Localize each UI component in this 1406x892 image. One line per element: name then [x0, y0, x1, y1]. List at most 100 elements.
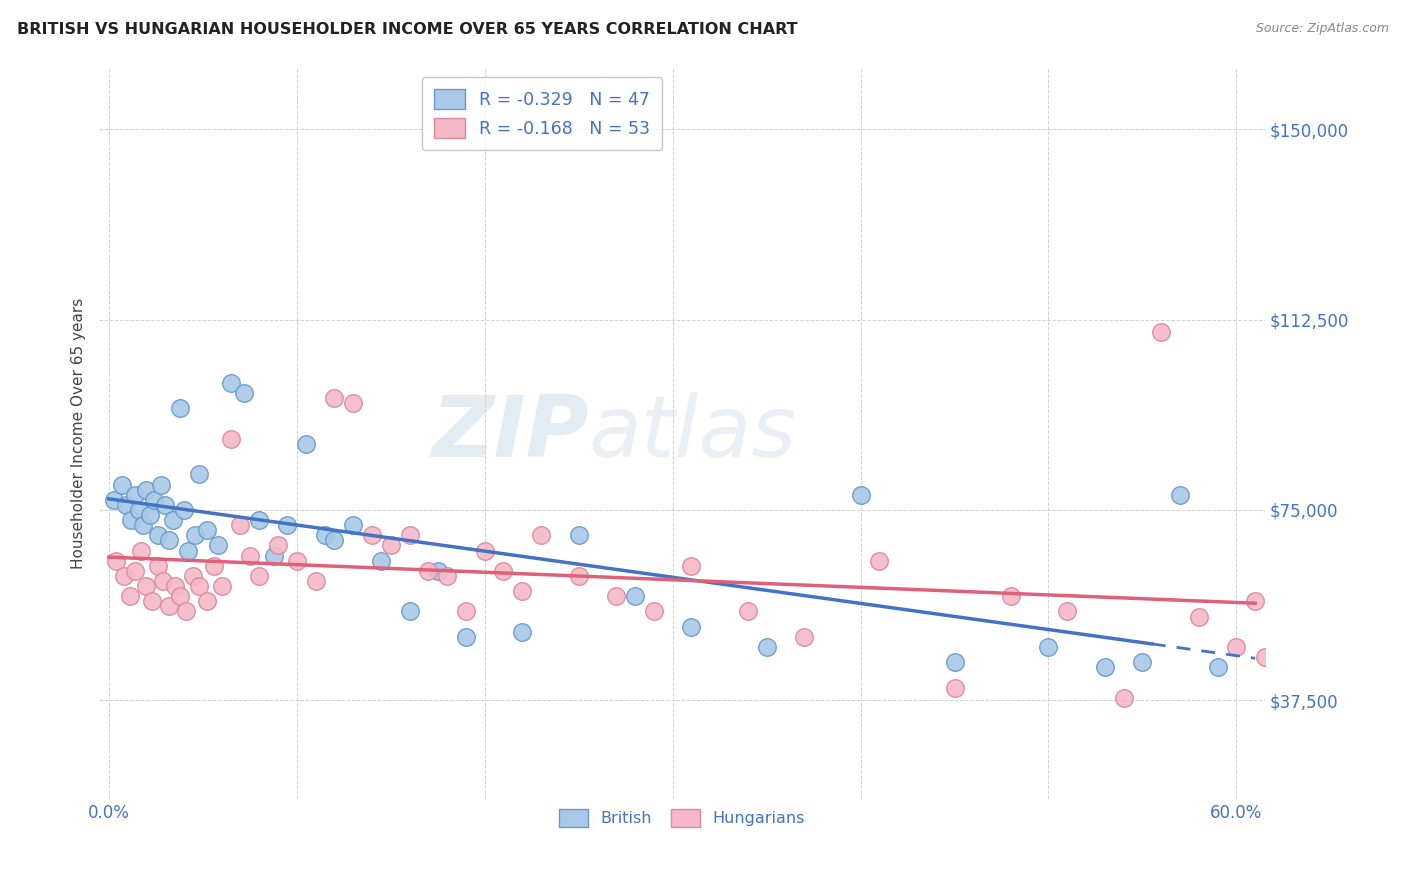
Point: [643, 604, 665, 618]
Text: atlas: atlas: [589, 392, 797, 475]
Point: [188, 467, 211, 482]
Text: ZIP: ZIP: [432, 392, 589, 475]
Point: [510, 624, 533, 639]
Point: [229, 518, 252, 533]
Point: [146, 528, 169, 542]
Point: [474, 543, 496, 558]
Point: [162, 513, 184, 527]
Point: [211, 579, 233, 593]
Point: [1168, 488, 1191, 502]
Point: [624, 589, 647, 603]
Point: [124, 488, 146, 502]
Point: [868, 554, 890, 568]
Point: [418, 564, 440, 578]
Point: [304, 574, 326, 588]
Legend: British, Hungarians: British, Hungarians: [551, 801, 813, 835]
Point: [128, 503, 150, 517]
Point: [454, 604, 477, 618]
Point: [323, 533, 346, 548]
Point: [426, 564, 449, 578]
Point: [120, 513, 142, 527]
Point: [1150, 326, 1173, 340]
Point: [370, 554, 392, 568]
Point: [943, 681, 966, 695]
Point: [184, 528, 207, 542]
Point: [150, 477, 173, 491]
Point: [124, 564, 146, 578]
Point: [454, 630, 477, 644]
Point: [163, 579, 186, 593]
Point: [1188, 609, 1211, 624]
Point: [342, 518, 364, 533]
Point: [139, 508, 162, 522]
Point: [111, 477, 134, 491]
Point: [103, 492, 125, 507]
Point: [276, 518, 298, 533]
Point: [118, 589, 141, 603]
Point: [267, 539, 290, 553]
Point: [510, 584, 533, 599]
Point: [157, 533, 180, 548]
Point: [135, 579, 157, 593]
Point: [943, 655, 966, 669]
Point: [605, 589, 627, 603]
Point: [105, 554, 128, 568]
Point: [436, 569, 458, 583]
Point: [233, 386, 256, 401]
Point: [323, 392, 346, 406]
Point: [129, 543, 152, 558]
Point: [142, 492, 165, 507]
Point: [793, 630, 815, 644]
Point: [146, 558, 169, 573]
Point: [195, 594, 218, 608]
Point: [681, 620, 703, 634]
Point: [1132, 655, 1154, 669]
Point: [112, 569, 135, 583]
Text: BRITISH VS HUNGARIAN HOUSEHOLDER INCOME OVER 65 YEARS CORRELATION CHART: BRITISH VS HUNGARIAN HOUSEHOLDER INCOME …: [17, 22, 797, 37]
Point: [1253, 650, 1275, 665]
Point: [173, 503, 195, 517]
Point: [247, 513, 270, 527]
Point: [183, 569, 205, 583]
Point: [1112, 690, 1135, 705]
Point: [1244, 594, 1267, 608]
Point: [219, 376, 242, 390]
Point: [195, 523, 218, 537]
Point: [152, 574, 174, 588]
Point: [398, 528, 420, 542]
Point: [681, 558, 703, 573]
Point: [157, 599, 180, 614]
Point: [1056, 604, 1078, 618]
Point: [188, 579, 211, 593]
Point: [177, 543, 200, 558]
Point: [141, 594, 163, 608]
Point: [202, 558, 225, 573]
Point: [169, 401, 191, 416]
Point: [398, 604, 420, 618]
Point: [737, 604, 759, 618]
Point: [568, 528, 591, 542]
Point: [314, 528, 336, 542]
Point: [155, 498, 177, 512]
Point: [135, 483, 157, 497]
Point: [247, 569, 270, 583]
Point: [207, 539, 229, 553]
Point: [263, 549, 285, 563]
Point: [1225, 640, 1247, 654]
Point: [1094, 660, 1116, 674]
Point: [1206, 660, 1229, 674]
Point: [530, 528, 553, 542]
Point: [361, 528, 384, 542]
Point: [219, 432, 242, 446]
Point: [342, 396, 364, 410]
Point: [239, 549, 262, 563]
Point: [492, 564, 515, 578]
Point: [169, 589, 191, 603]
Point: [114, 498, 136, 512]
Point: [849, 488, 872, 502]
Point: [131, 518, 153, 533]
Point: [285, 554, 308, 568]
Point: [1038, 640, 1060, 654]
Point: [295, 437, 318, 451]
Point: [1000, 589, 1022, 603]
